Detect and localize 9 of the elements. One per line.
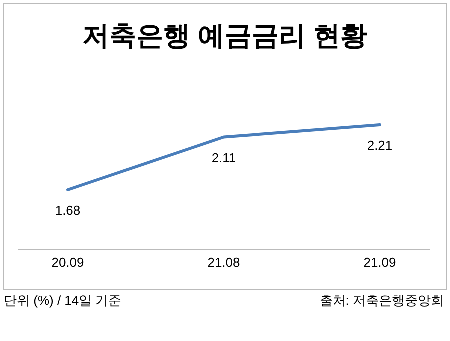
data-label: 1.68 bbox=[55, 203, 81, 218]
x-tick-label: 21.09 bbox=[364, 255, 396, 270]
data-label: 2.21 bbox=[367, 138, 393, 154]
source-note: 출처: 저축은행중앙회 bbox=[320, 292, 444, 310]
chart-title: 저축은행 예금금리 현황 bbox=[81, 20, 368, 53]
data-label: 2.11 bbox=[212, 150, 236, 166]
text: 단위 (%) / 14일 기준 bbox=[4, 292, 122, 310]
x-tick-label: 21.08 bbox=[208, 255, 240, 270]
x-tick-label: 20.09 bbox=[52, 255, 84, 270]
